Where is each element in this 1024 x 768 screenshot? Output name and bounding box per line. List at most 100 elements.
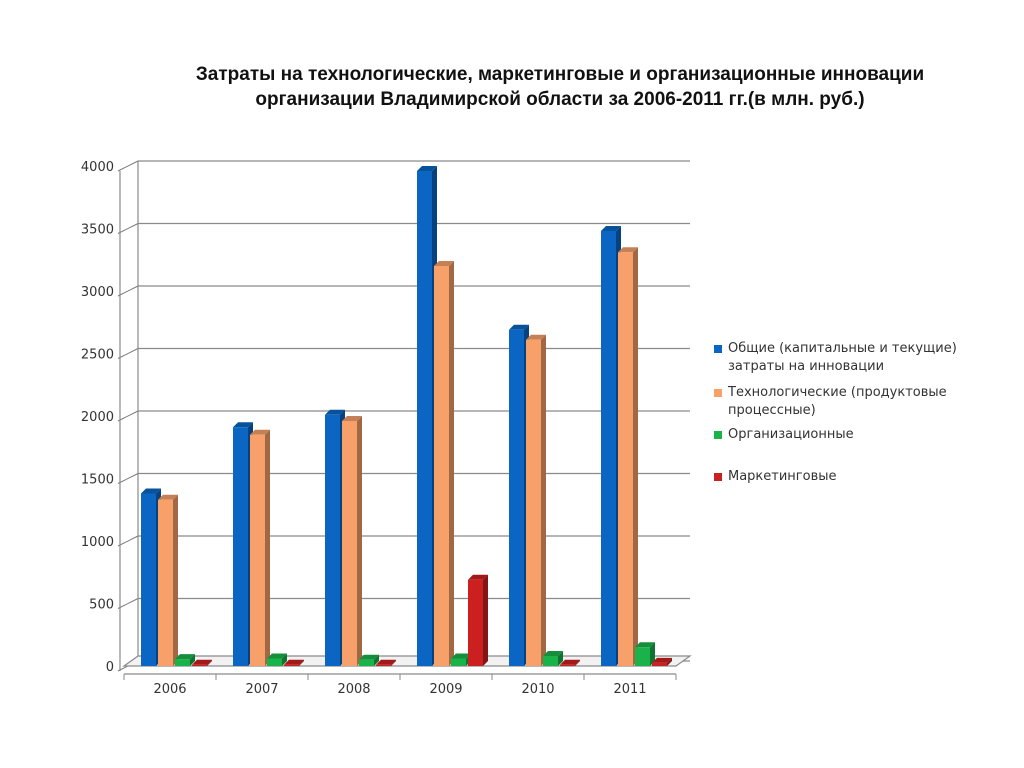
x-tick-label: 2011 bbox=[613, 682, 646, 697]
x-tick-label: 2007 bbox=[245, 682, 278, 697]
legend-label: Технологические (продуктовые процессные) bbox=[728, 385, 947, 418]
bar-side bbox=[190, 654, 195, 666]
gridline-depth bbox=[117, 223, 139, 234]
bar bbox=[141, 493, 156, 666]
y-tick-label: 500 bbox=[89, 598, 114, 613]
bar bbox=[635, 647, 650, 666]
bar bbox=[618, 252, 633, 666]
bar bbox=[233, 427, 248, 666]
bar bbox=[325, 414, 340, 666]
x-tick-label: 2006 bbox=[153, 682, 186, 697]
bar-top bbox=[158, 494, 178, 500]
bar bbox=[267, 658, 282, 666]
gridline-depth bbox=[117, 598, 139, 609]
bar-top bbox=[141, 488, 161, 494]
legend-item: Организационные bbox=[714, 426, 1004, 444]
legend-label: Маркетинговые bbox=[728, 469, 837, 484]
bar-top bbox=[175, 654, 195, 660]
y-tick-label: 3000 bbox=[81, 285, 114, 300]
gridline-depth bbox=[117, 535, 139, 547]
gridline-depth bbox=[117, 410, 139, 422]
legend-swatch bbox=[714, 389, 722, 397]
bar-top bbox=[509, 324, 529, 330]
bar-top bbox=[267, 653, 287, 659]
chart-title-line-1: Затраты на технологические, маркетинговы… bbox=[195, 64, 925, 85]
gridline-depth bbox=[117, 160, 139, 172]
bar bbox=[158, 499, 173, 666]
bar-top bbox=[451, 653, 471, 659]
bar-top bbox=[192, 659, 212, 665]
legend-swatch bbox=[714, 345, 722, 353]
bar-top bbox=[233, 422, 253, 428]
y-tick-label: 3500 bbox=[81, 223, 114, 238]
bar bbox=[342, 421, 357, 666]
bar bbox=[601, 231, 616, 666]
bar bbox=[451, 658, 466, 666]
legend-item: Общие (капитальные и текущие) затраты на… bbox=[714, 340, 1004, 376]
bar-top bbox=[560, 659, 580, 665]
legend-item: Маркетинговые bbox=[714, 468, 1004, 486]
bar bbox=[284, 664, 299, 666]
bar bbox=[175, 659, 190, 666]
legend-label: Общие (капитальные и текущие) затраты на… bbox=[728, 341, 957, 374]
bar-top bbox=[601, 226, 621, 231]
bar-top bbox=[635, 642, 655, 648]
bar-top bbox=[468, 574, 488, 580]
bar-top bbox=[342, 416, 362, 421]
bar-side bbox=[575, 659, 580, 666]
bar-side bbox=[391, 659, 396, 666]
y-tick-label: 2500 bbox=[81, 348, 114, 363]
y-tick-label: 1500 bbox=[81, 473, 114, 488]
bar-top bbox=[417, 166, 437, 171]
bar bbox=[417, 171, 432, 666]
bar-top bbox=[376, 659, 396, 665]
bar-top bbox=[250, 429, 270, 435]
legend-item: Технологические (продуктовые процессные) bbox=[714, 384, 1004, 420]
x-tick-label: 2010 bbox=[521, 682, 554, 697]
bar-side bbox=[265, 429, 270, 666]
y-tick-label: 1000 bbox=[81, 535, 114, 550]
bar-side bbox=[207, 659, 212, 666]
chart-title-line-2: организации Владимирской области за 2006… bbox=[255, 89, 865, 110]
bar-top bbox=[526, 334, 546, 340]
bar bbox=[509, 329, 524, 666]
bar-top bbox=[652, 657, 672, 663]
bar-side bbox=[667, 657, 672, 666]
y-tick-label: 4000 bbox=[81, 160, 114, 175]
legend-swatch bbox=[714, 431, 722, 439]
bar bbox=[434, 266, 449, 666]
gridline-depth bbox=[117, 348, 139, 359]
bar-top bbox=[359, 654, 379, 660]
bar bbox=[468, 579, 483, 666]
y-tick-label: 0 bbox=[106, 660, 114, 675]
chart-title: Затраты на технологические, маркетинговы… bbox=[100, 62, 1020, 112]
bar-side bbox=[541, 334, 546, 666]
bar bbox=[376, 664, 391, 666]
bar-side bbox=[282, 653, 287, 666]
legend-label: Организационные bbox=[728, 427, 854, 442]
bar-top bbox=[543, 651, 563, 656]
bar-side bbox=[483, 574, 488, 666]
legend-swatch bbox=[714, 473, 722, 481]
bar-top bbox=[325, 409, 345, 415]
bar-top bbox=[434, 261, 454, 266]
bar bbox=[359, 659, 374, 666]
bar-side bbox=[299, 659, 304, 666]
bar bbox=[560, 664, 575, 666]
bar-side bbox=[173, 494, 178, 666]
x-tick-label: 2009 bbox=[429, 682, 462, 697]
bar-top bbox=[618, 247, 638, 253]
bar-side bbox=[374, 654, 379, 666]
bar-top bbox=[284, 659, 304, 665]
bar-side bbox=[633, 247, 638, 666]
x-tick-label: 2008 bbox=[337, 682, 370, 697]
gridline-depth bbox=[117, 285, 139, 297]
y-tick-label: 2000 bbox=[81, 410, 114, 425]
bar bbox=[250, 434, 265, 666]
bar-side bbox=[357, 416, 362, 666]
bar bbox=[543, 656, 558, 666]
bar-side bbox=[650, 642, 655, 666]
gridline-depth bbox=[117, 473, 139, 484]
bar-side bbox=[449, 261, 454, 666]
